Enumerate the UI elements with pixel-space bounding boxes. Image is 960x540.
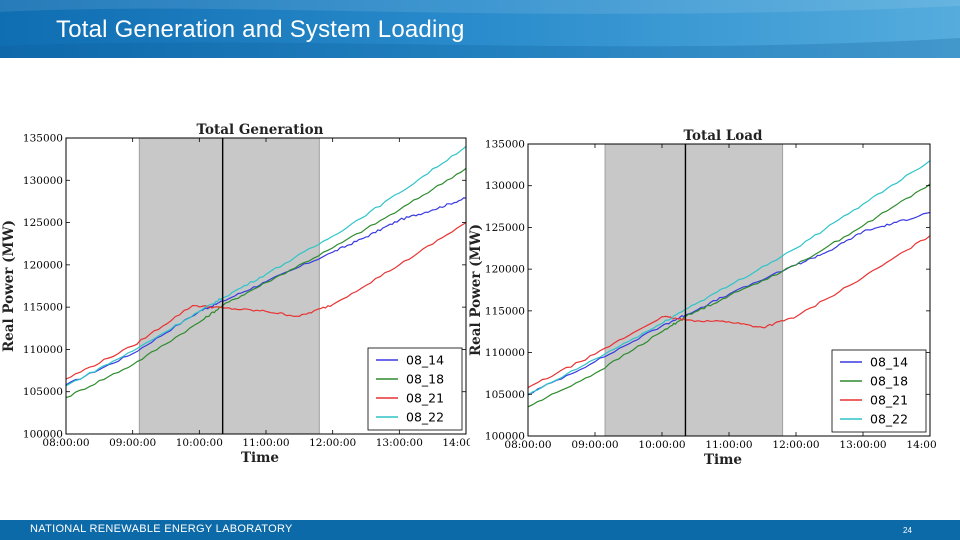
legend-label-08_18: 08_18 (870, 374, 908, 389)
series-line-08_22 (527, 160, 931, 396)
y-tick-label: 105000 (23, 386, 63, 398)
series-line-08_18 (527, 183, 931, 408)
series-line-08_21 (65, 222, 467, 380)
y-tick-label: 115000 (485, 305, 525, 317)
y-tick-label: 100000 (485, 431, 525, 443)
total-generation-chart: 100000 105000 110000 115000 120000 125000 1300… (1, 122, 470, 466)
page-number: 24 (903, 526, 912, 535)
x-tick-label: 11:00:00 (242, 437, 289, 449)
slide-header: Total Generation and System Loading (0, 0, 960, 58)
y-tick-label: 110000 (485, 347, 525, 359)
series-line-08_21 (527, 235, 931, 389)
y-axis-label: Real Power (MW) (1, 220, 17, 352)
chart-title: Total Generation (197, 122, 324, 138)
y-tick-label: 135000 (485, 139, 525, 151)
header-wave-background (0, 0, 960, 58)
x-tick-label: 08:00:00 (42, 437, 89, 449)
y-tick-label: 120000 (485, 264, 525, 276)
total-load-chart: 100000 105000 110000 115000 120000 125000 1300… (468, 128, 936, 468)
legend-label-08_22: 08_22 (870, 412, 908, 427)
slide-title: Total Generation and System Loading (56, 16, 465, 43)
x-tick-label: 09:00:00 (571, 439, 618, 451)
legend-label-08_22: 08_22 (406, 410, 444, 425)
legend-label-08_21: 08_21 (870, 393, 908, 408)
x-tick-label: 11:00:00 (705, 439, 752, 451)
x-axis-label: Time (241, 450, 279, 466)
x-tick-label: 09:00:00 (109, 437, 156, 449)
x-tick-label: 13:00:00 (376, 437, 423, 449)
shaded-region (604, 143, 784, 437)
y-axis-label: Real Power (MW) (468, 224, 484, 356)
y-tick-label: 130000 (485, 180, 525, 192)
x-axis-label: Time (704, 452, 742, 468)
y-tick-label: 105000 (485, 389, 525, 401)
y-tick-label: 110000 (23, 344, 63, 356)
y-tick-label: 135000 (23, 133, 63, 145)
x-tick-label: 13:00:00 (839, 439, 886, 451)
x-tick-label: 14:00:00 (906, 439, 936, 451)
y-tick-label: 125000 (23, 217, 63, 229)
y-tick-label: 115000 (23, 302, 63, 314)
chart-title: Total Load (684, 128, 764, 144)
y-tick-label: 100000 (23, 429, 63, 441)
y-tick-label: 130000 (23, 175, 63, 187)
x-tick-label: 14:00:00 (442, 437, 470, 449)
y-tick-label: 125000 (485, 222, 525, 234)
x-tick-label: 10:00:00 (176, 437, 223, 449)
x-tick-label: 10:00:00 (638, 439, 685, 451)
x-tick-label: 08:00:00 (504, 439, 551, 451)
series-line-08_22 (65, 146, 467, 387)
x-tick-label: 12:00:00 (772, 439, 819, 451)
slide-footer: NATIONAL RENEWABLE ENERGY LABORATORY 24 (0, 520, 960, 540)
series-line-08_14 (65, 197, 467, 386)
shaded-region (138, 137, 320, 435)
series-line-08_18 (65, 167, 467, 399)
legend-label-08_14: 08_14 (406, 353, 444, 368)
legend-label-08_18: 08_18 (406, 372, 444, 387)
legend-label-08_14: 08_14 (870, 355, 908, 370)
x-tick-label: 12:00:00 (309, 437, 356, 449)
footer-organization: NATIONAL RENEWABLE ENERGY LABORATORY (30, 523, 293, 535)
legend-label-08_21: 08_21 (406, 391, 444, 406)
y-tick-label: 120000 (23, 259, 63, 271)
